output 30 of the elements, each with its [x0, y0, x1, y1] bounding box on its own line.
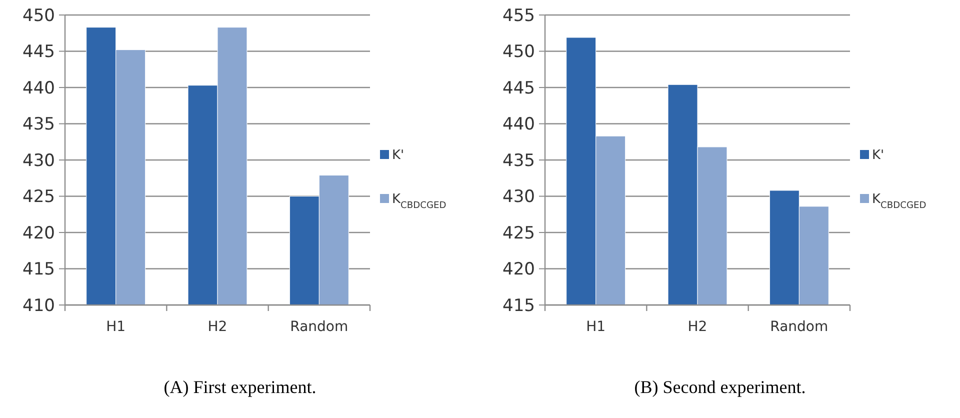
y-tick-label: 415 [502, 296, 535, 316]
y-tick-label: 425 [22, 187, 55, 208]
y-tick-label: 430 [502, 187, 535, 208]
x-tick-label: H1 [586, 319, 606, 335]
legend-label: K$_{CBDCGED}$ [392, 192, 446, 211]
x-tick-label: H2 [688, 319, 708, 335]
y-tick-label: 445 [502, 78, 535, 98]
legend-label: K' [392, 148, 404, 163]
x-tick-label: H2 [208, 319, 228, 335]
y-tick-label: 415 [22, 260, 55, 280]
y-tick-label: 420 [22, 223, 55, 244]
legend-label: K$_{CBDCGED}$ [872, 192, 926, 211]
y-tick-label: 435 [22, 114, 55, 135]
y-tick-label: 410 [22, 296, 55, 316]
y-tick-label: 435 [502, 150, 535, 171]
y-tick-label: 455 [502, 6, 535, 26]
y-tick-label: 445 [22, 42, 55, 62]
x-tick-label: H1 [106, 319, 126, 335]
text: (B) Second experiment. [634, 377, 806, 397]
x-tick-label: Random [770, 319, 828, 335]
y-tick-label: 440 [22, 78, 55, 98]
y-tick-label: 450 [22, 6, 55, 26]
y-tick-label: 430 [22, 150, 55, 171]
y-tick-label: 450 [502, 42, 535, 62]
x-tick-label: Random [290, 319, 348, 335]
y-tick-label: 440 [502, 114, 535, 135]
legend-label: K' [872, 148, 884, 163]
y-tick-label: 420 [502, 260, 535, 280]
text: (A) First experiment. [164, 377, 316, 397]
y-tick-label: 425 [502, 223, 535, 244]
